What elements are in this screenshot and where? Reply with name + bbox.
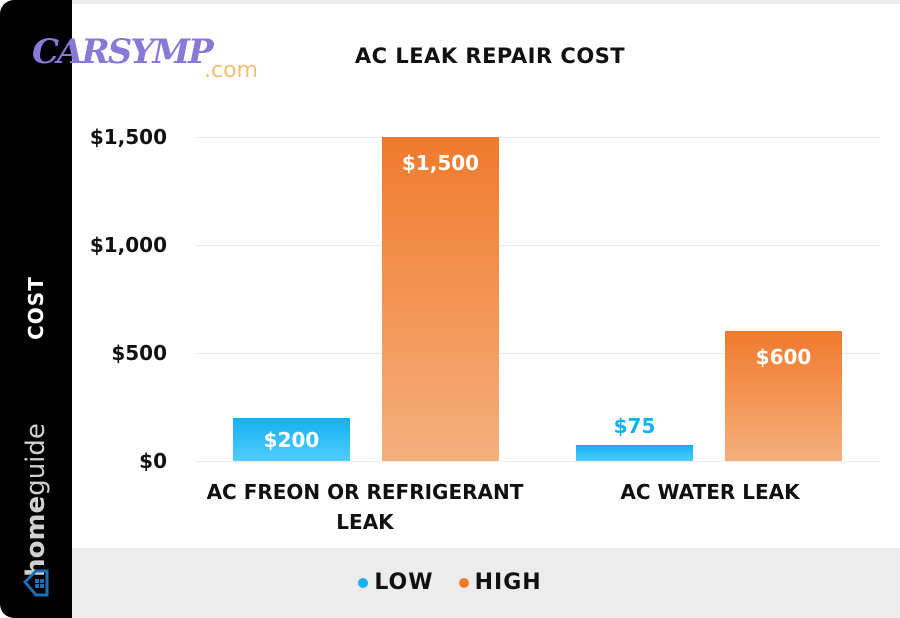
legend-background <box>72 548 900 618</box>
bar-value: $200 <box>263 428 320 452</box>
legend-item-high[interactable]: HIGH <box>458 570 542 595</box>
chart-title: AC LEAK REPAIR COST <box>354 44 626 68</box>
brand-bold: home <box>21 495 51 577</box>
bar-value: $600 <box>755 345 812 369</box>
x-category-line: AC FREON OR REFRIGERANT <box>206 480 524 504</box>
bar-low-water <box>576 445 693 461</box>
legend-dot-low-icon <box>358 577 369 588</box>
gridline-1500 <box>195 137 880 138</box>
x-category-line: AC WATER LEAK <box>620 480 800 504</box>
watermark-main: CARSYMP <box>32 32 214 72</box>
top-border <box>72 0 900 4</box>
bar-value: $1,500 <box>401 151 480 175</box>
legend-label: HIGH <box>474 570 542 595</box>
house-icon <box>22 569 49 597</box>
bar-value-outside: $75 <box>613 414 656 438</box>
gridline-0 <box>195 461 880 462</box>
bar-low-freon: $200 <box>233 418 350 461</box>
y-tick: $1,500 <box>89 125 167 149</box>
y-tick: $0 <box>139 449 167 473</box>
legend-dot-high-icon <box>458 577 469 588</box>
y-tick: $500 <box>111 341 167 365</box>
y-tick: $1,000 <box>89 233 167 257</box>
homeguide-brand: homeguide <box>21 423 51 577</box>
watermark-domain: .com <box>204 58 258 83</box>
bar-high-freon: $1,500 <box>382 137 499 461</box>
bar-high-water: $600 <box>725 331 842 461</box>
legend-item-low[interactable]: LOW <box>358 570 433 595</box>
y-axis-label: COST <box>24 276 48 340</box>
sidebar: COST homeguide <box>0 0 72 618</box>
x-category-line: LEAK <box>336 510 394 534</box>
x-category-water: AC WATER LEAK <box>560 477 860 507</box>
gridline-1000 <box>195 245 880 246</box>
x-category-freon: AC FREON OR REFRIGERANT LEAK <box>190 477 540 537</box>
brand-light: guide <box>21 423 51 496</box>
legend: LOW HIGH <box>0 570 900 595</box>
carsymp-watermark: CARSYMP .com <box>32 32 282 84</box>
gridline-500 <box>195 353 880 354</box>
legend-label: LOW <box>374 570 434 595</box>
